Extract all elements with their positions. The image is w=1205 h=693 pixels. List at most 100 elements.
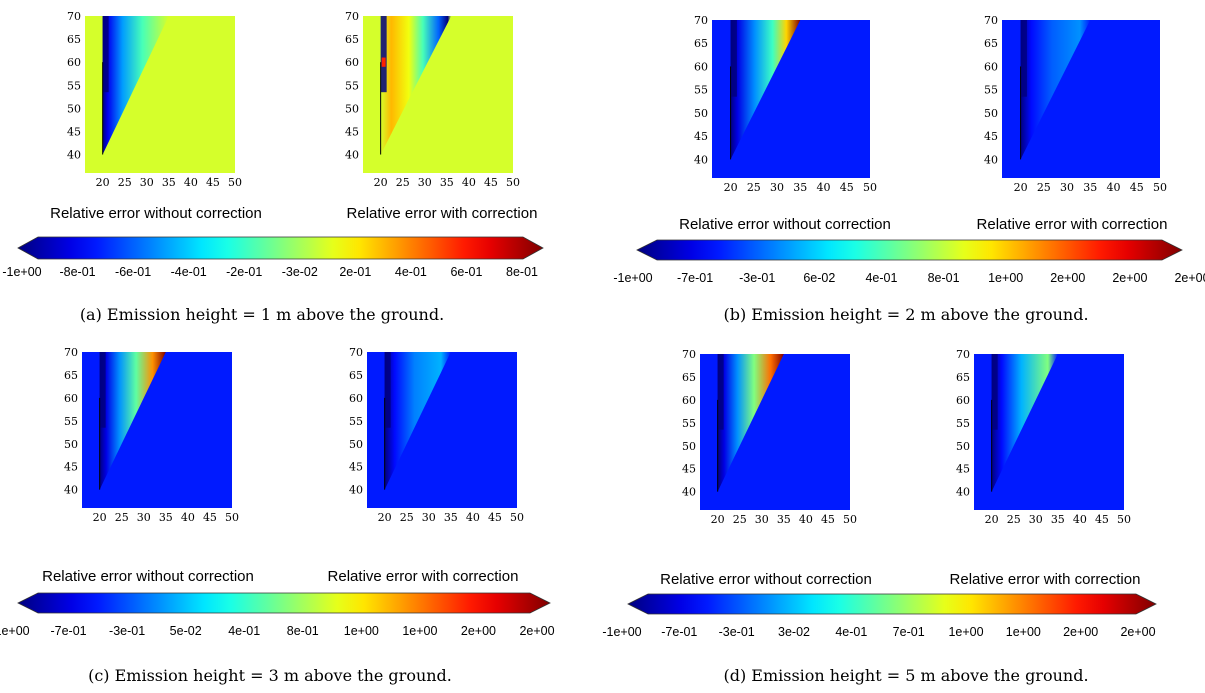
y-tick-label: 45 bbox=[67, 125, 81, 138]
colorbar-tick-label: 1e+00 bbox=[344, 624, 379, 638]
y-tick-label: 60 bbox=[349, 392, 363, 405]
source-band bbox=[102, 16, 109, 93]
y-tick-label: 70 bbox=[984, 14, 998, 27]
source-band bbox=[730, 20, 737, 97]
colorbar-tick-label: -1e+00 bbox=[2, 265, 41, 279]
y-tick-label: 45 bbox=[349, 461, 363, 474]
error-wedge bbox=[384, 352, 451, 490]
x-tick-label: 45 bbox=[821, 513, 835, 526]
x-tick-label: 35 bbox=[440, 176, 454, 189]
y-tick-label: 65 bbox=[984, 37, 998, 50]
colorbar-tick-label: 4e-01 bbox=[228, 624, 260, 638]
colorbar-tick-label: -3e-02 bbox=[282, 265, 318, 279]
y-tick-label: 55 bbox=[682, 417, 696, 430]
x-tick-label: 45 bbox=[1095, 513, 1109, 526]
y-tick-label: 40 bbox=[694, 153, 708, 166]
colorbar-body bbox=[627, 593, 1157, 615]
x-tick-label: 30 bbox=[422, 511, 436, 524]
x-tick-label: 50 bbox=[1153, 181, 1167, 194]
colorbar-tick-label: -3e-01 bbox=[739, 271, 775, 285]
y-tick-label: 45 bbox=[956, 463, 970, 476]
x-tick-label: 25 bbox=[118, 176, 132, 189]
panel-title: Relative error without correction bbox=[660, 571, 872, 588]
y-tick-label: 70 bbox=[682, 348, 696, 361]
red-spot bbox=[381, 57, 386, 67]
y-tick-label: 50 bbox=[345, 102, 359, 115]
colorbar-tick-label: -7e-01 bbox=[661, 625, 697, 639]
x-tick-label: 35 bbox=[793, 181, 807, 194]
colorbar-tick-label: -6e-01 bbox=[115, 265, 151, 279]
x-tick-label: 50 bbox=[510, 511, 524, 524]
colorbar-tick-label: 2e-01 bbox=[339, 265, 371, 279]
x-tick-label: 40 bbox=[799, 513, 813, 526]
error-wedge bbox=[730, 20, 801, 160]
x-tick-label: 45 bbox=[488, 511, 502, 524]
y-tick-label: 40 bbox=[64, 484, 78, 497]
panel-title: Relative error without correction bbox=[42, 568, 254, 585]
colorbar-tick-label: 8e-01 bbox=[928, 271, 960, 285]
colorbar-tick-label: -1e+00 bbox=[602, 625, 641, 639]
colorbar-tick-label: -8e-01 bbox=[59, 265, 95, 279]
colorbar: -1e+00 -8e-01 -6e-01 -4e-01 -2e-01 -3e-02 2e-0… bbox=[2, 236, 544, 279]
colorbar-tick-label: 1e+00 bbox=[988, 271, 1023, 285]
colorbar-tick-label: -1e+00 bbox=[613, 271, 652, 285]
y-tick-label: 40 bbox=[349, 484, 363, 497]
colorbar-tick-label: 2e+00 bbox=[1174, 271, 1205, 285]
x-tick-label: 45 bbox=[206, 176, 220, 189]
y-tick-label: 55 bbox=[694, 84, 708, 97]
y-tick-label: 65 bbox=[67, 33, 81, 46]
y-tick-label: 70 bbox=[64, 346, 78, 359]
y-tick-label: 70 bbox=[349, 346, 363, 359]
figure-caption: (a) Emission height = 1 m above the grou… bbox=[80, 305, 444, 324]
colorbar-tick-label: 4e-01 bbox=[835, 625, 867, 639]
y-tick-label: 40 bbox=[345, 149, 359, 162]
colorbar-tick-label: 4e-01 bbox=[395, 265, 427, 279]
y-tick-label: 65 bbox=[64, 369, 78, 382]
y-tick-label: 65 bbox=[345, 33, 359, 46]
x-tick-label: 35 bbox=[1083, 181, 1097, 194]
x-tick-label: 40 bbox=[181, 511, 195, 524]
heatmap-panel: 40 45 50 55 60 65 70 20 25 30 35 40 45 50 Relative err… bbox=[660, 348, 872, 588]
panel-title: Relative error with correction bbox=[977, 216, 1168, 233]
colorbar-tick-label: 8e-01 bbox=[287, 624, 319, 638]
colorbar-tick-label: -2e-01 bbox=[226, 265, 262, 279]
colorbar-tick-label: -1e+00 bbox=[0, 624, 30, 638]
x-tick-label: 25 bbox=[747, 181, 761, 194]
y-tick-label: 50 bbox=[67, 102, 81, 115]
x-tick-label: 35 bbox=[1051, 513, 1065, 526]
y-tick-label: 60 bbox=[64, 392, 78, 405]
colorbar-tick-label: -7e-01 bbox=[50, 624, 86, 638]
heatmap-panel: 40 45 50 55 60 65 70 20 25 30 35 40 45 50 Relative err… bbox=[328, 346, 524, 585]
y-tick-label: 50 bbox=[694, 107, 708, 120]
y-tick-label: 55 bbox=[345, 79, 359, 92]
colorbar-tick-label: 6e-02 bbox=[803, 271, 835, 285]
heatmap-panel: 40 45 50 55 60 65 70 20 25 30 35 40 45 50 Relative err… bbox=[679, 14, 891, 233]
colorbar-tick-label: 5e-02 bbox=[170, 624, 202, 638]
y-tick-label: 50 bbox=[349, 438, 363, 451]
x-tick-label: 20 bbox=[378, 511, 392, 524]
x-tick-label: 25 bbox=[115, 511, 129, 524]
y-tick-label: 60 bbox=[682, 394, 696, 407]
x-tick-label: 30 bbox=[418, 176, 432, 189]
y-tick-label: 70 bbox=[694, 14, 708, 27]
figure-b: 40 45 50 55 60 65 70 20 25 30 35 40 45 50 Relative err… bbox=[613, 14, 1205, 324]
x-tick-label: 20 bbox=[93, 511, 107, 524]
colorbar-tick-label: 2e+00 bbox=[1050, 271, 1085, 285]
y-tick-label: 40 bbox=[682, 486, 696, 499]
y-tick-label: 55 bbox=[349, 415, 363, 428]
y-tick-label: 65 bbox=[694, 37, 708, 50]
y-tick-label: 65 bbox=[682, 371, 696, 384]
panel-title: Relative error with correction bbox=[347, 205, 538, 222]
y-tick-label: 40 bbox=[67, 149, 81, 162]
colorbar-tick-label: 1e+00 bbox=[402, 624, 437, 638]
panel-title: Relative error without correction bbox=[50, 205, 262, 222]
figure-caption: (d) Emission height = 5 m above the grou… bbox=[723, 666, 1088, 685]
y-tick-label: 70 bbox=[345, 10, 359, 23]
y-tick-label: 40 bbox=[984, 153, 998, 166]
heatmap-panel: 40 45 50 55 60 65 70 20 25 30 35 40 45 50 Relative err… bbox=[345, 10, 537, 222]
colorbar-tick-label: 2e+00 bbox=[1063, 625, 1098, 639]
y-tick-label: 55 bbox=[67, 79, 81, 92]
x-tick-label: 20 bbox=[374, 176, 388, 189]
y-tick-label: 45 bbox=[345, 125, 359, 138]
colorbar: -1e+00 -7e-01 -3e-01 6e-02 4e-01 8e-01 1e+00 2e… bbox=[613, 239, 1205, 285]
